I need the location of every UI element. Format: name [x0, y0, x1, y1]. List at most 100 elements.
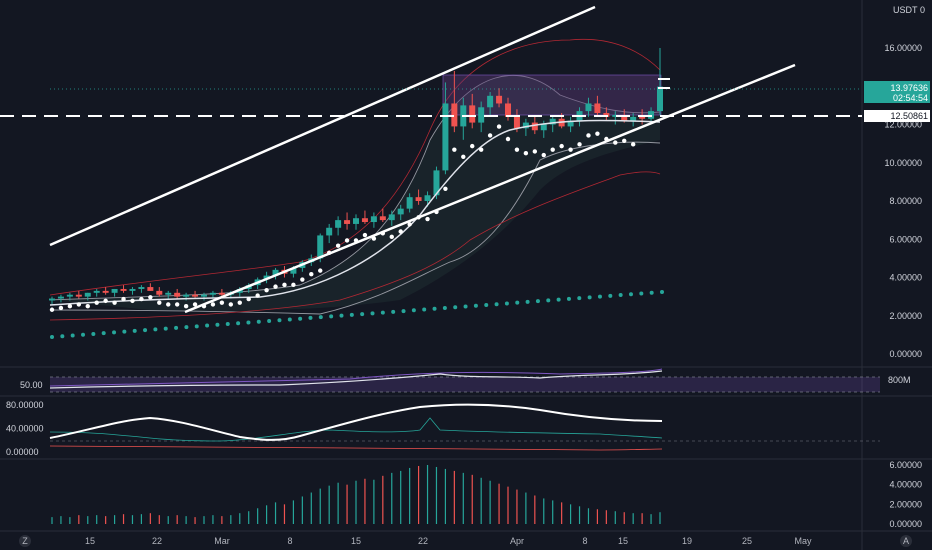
psar-dot — [595, 131, 599, 135]
price-tick-label: 2.00000 — [889, 311, 922, 321]
psar-dot — [229, 302, 233, 306]
teal-dot — [484, 303, 488, 307]
volume-tick-label: 6.00000 — [889, 460, 922, 470]
teal-dot — [371, 311, 375, 315]
psar-dot — [59, 306, 63, 310]
candle-body — [585, 103, 591, 111]
candle-body — [138, 287, 144, 289]
teal-dot — [215, 323, 219, 327]
candle-body — [210, 293, 216, 295]
time-label: 8 — [582, 536, 587, 546]
psar-dot — [77, 302, 81, 306]
psar-dot — [130, 299, 134, 303]
psar-dot — [613, 140, 617, 144]
currency-label[interactable]: USDT — [893, 5, 918, 15]
psar-dot — [309, 272, 313, 276]
teal-dot — [391, 310, 395, 314]
candle-body — [335, 220, 341, 228]
psar-dot — [103, 299, 107, 303]
adx-axis: 80.0000040.000000.00000 — [6, 400, 44, 457]
price-tick-label: 0.00000 — [889, 349, 922, 359]
candle-body — [478, 107, 484, 122]
psar-dot — [238, 300, 242, 304]
candle-body — [541, 125, 547, 131]
candle-body — [58, 297, 64, 299]
teal-dot — [505, 301, 509, 305]
teal-dot — [577, 296, 581, 300]
candle-body — [112, 289, 118, 293]
psar-dot — [166, 302, 170, 306]
candle-body — [147, 287, 153, 291]
time-label: 22 — [418, 536, 428, 546]
teal-dot — [50, 335, 54, 339]
candle-body — [532, 123, 538, 131]
psar-dot — [211, 302, 215, 306]
price-tick-label: 10.00000 — [884, 158, 922, 168]
candle-body — [442, 103, 448, 170]
psar-dot — [220, 300, 224, 304]
psar-dot — [300, 277, 304, 281]
teal-dot — [143, 328, 147, 332]
candle-body — [326, 228, 332, 236]
psar-dot — [247, 297, 251, 301]
teal-dot — [71, 333, 75, 337]
teal-dot — [567, 297, 571, 301]
teal-dot — [557, 298, 561, 302]
teal-dot — [102, 331, 106, 335]
teal-dot — [257, 320, 261, 324]
currency-value: 0 — [920, 5, 925, 15]
psar-dot — [622, 139, 626, 143]
time-label: 15 — [85, 536, 95, 546]
teal-dot — [350, 313, 354, 317]
volume-tick-label: 2.00000 — [889, 499, 922, 509]
teal-dot — [546, 298, 550, 302]
psar-dot — [551, 147, 555, 151]
candle-body — [362, 218, 368, 222]
psar-dot — [95, 300, 99, 304]
time-label: 22 — [152, 536, 162, 546]
psar-dot — [157, 300, 161, 304]
psar-dot — [121, 297, 125, 301]
psar-dot — [631, 142, 635, 146]
psar-dot — [291, 283, 295, 287]
candle-body — [165, 293, 171, 295]
teal-dot — [174, 326, 178, 330]
current-price-value: 13.97636 — [890, 83, 928, 93]
teal-dot — [588, 295, 592, 299]
teal-dot — [91, 332, 95, 336]
candle-body — [594, 103, 600, 113]
time-label: Apr — [510, 536, 524, 546]
candle-body — [407, 197, 413, 208]
psar-dot — [50, 308, 54, 312]
candle-body — [219, 293, 225, 295]
psar-dot — [506, 137, 510, 141]
psar-dot — [264, 288, 268, 292]
psar-dot — [542, 153, 546, 157]
candle-body — [49, 299, 55, 301]
psar-dot — [488, 133, 492, 137]
candle-body — [94, 291, 100, 293]
candle-body — [648, 111, 654, 119]
teal-dot — [515, 301, 519, 305]
teal-dot — [660, 290, 664, 294]
teal-dot — [164, 327, 168, 331]
volume-tick-label: 4.00000 — [889, 480, 922, 490]
teal-dot — [60, 334, 64, 338]
psar-dot — [524, 151, 528, 155]
volume-tick-label: 0.00000 — [889, 519, 922, 529]
teal-dot — [298, 317, 302, 321]
psar-dot — [497, 124, 501, 128]
time-label: 15 — [618, 536, 628, 546]
price-tick-label: 6.00000 — [889, 234, 922, 244]
candle-body — [67, 295, 73, 297]
rsi-right-label: 800M — [888, 375, 911, 385]
candle-body — [353, 218, 359, 224]
candle-body — [183, 295, 189, 297]
psar-dot — [86, 304, 90, 308]
teal-dot — [339, 314, 343, 318]
teal-dot — [236, 321, 240, 325]
teal-dot — [112, 330, 116, 334]
psar-dot — [184, 304, 188, 308]
teal-dot — [360, 312, 364, 316]
